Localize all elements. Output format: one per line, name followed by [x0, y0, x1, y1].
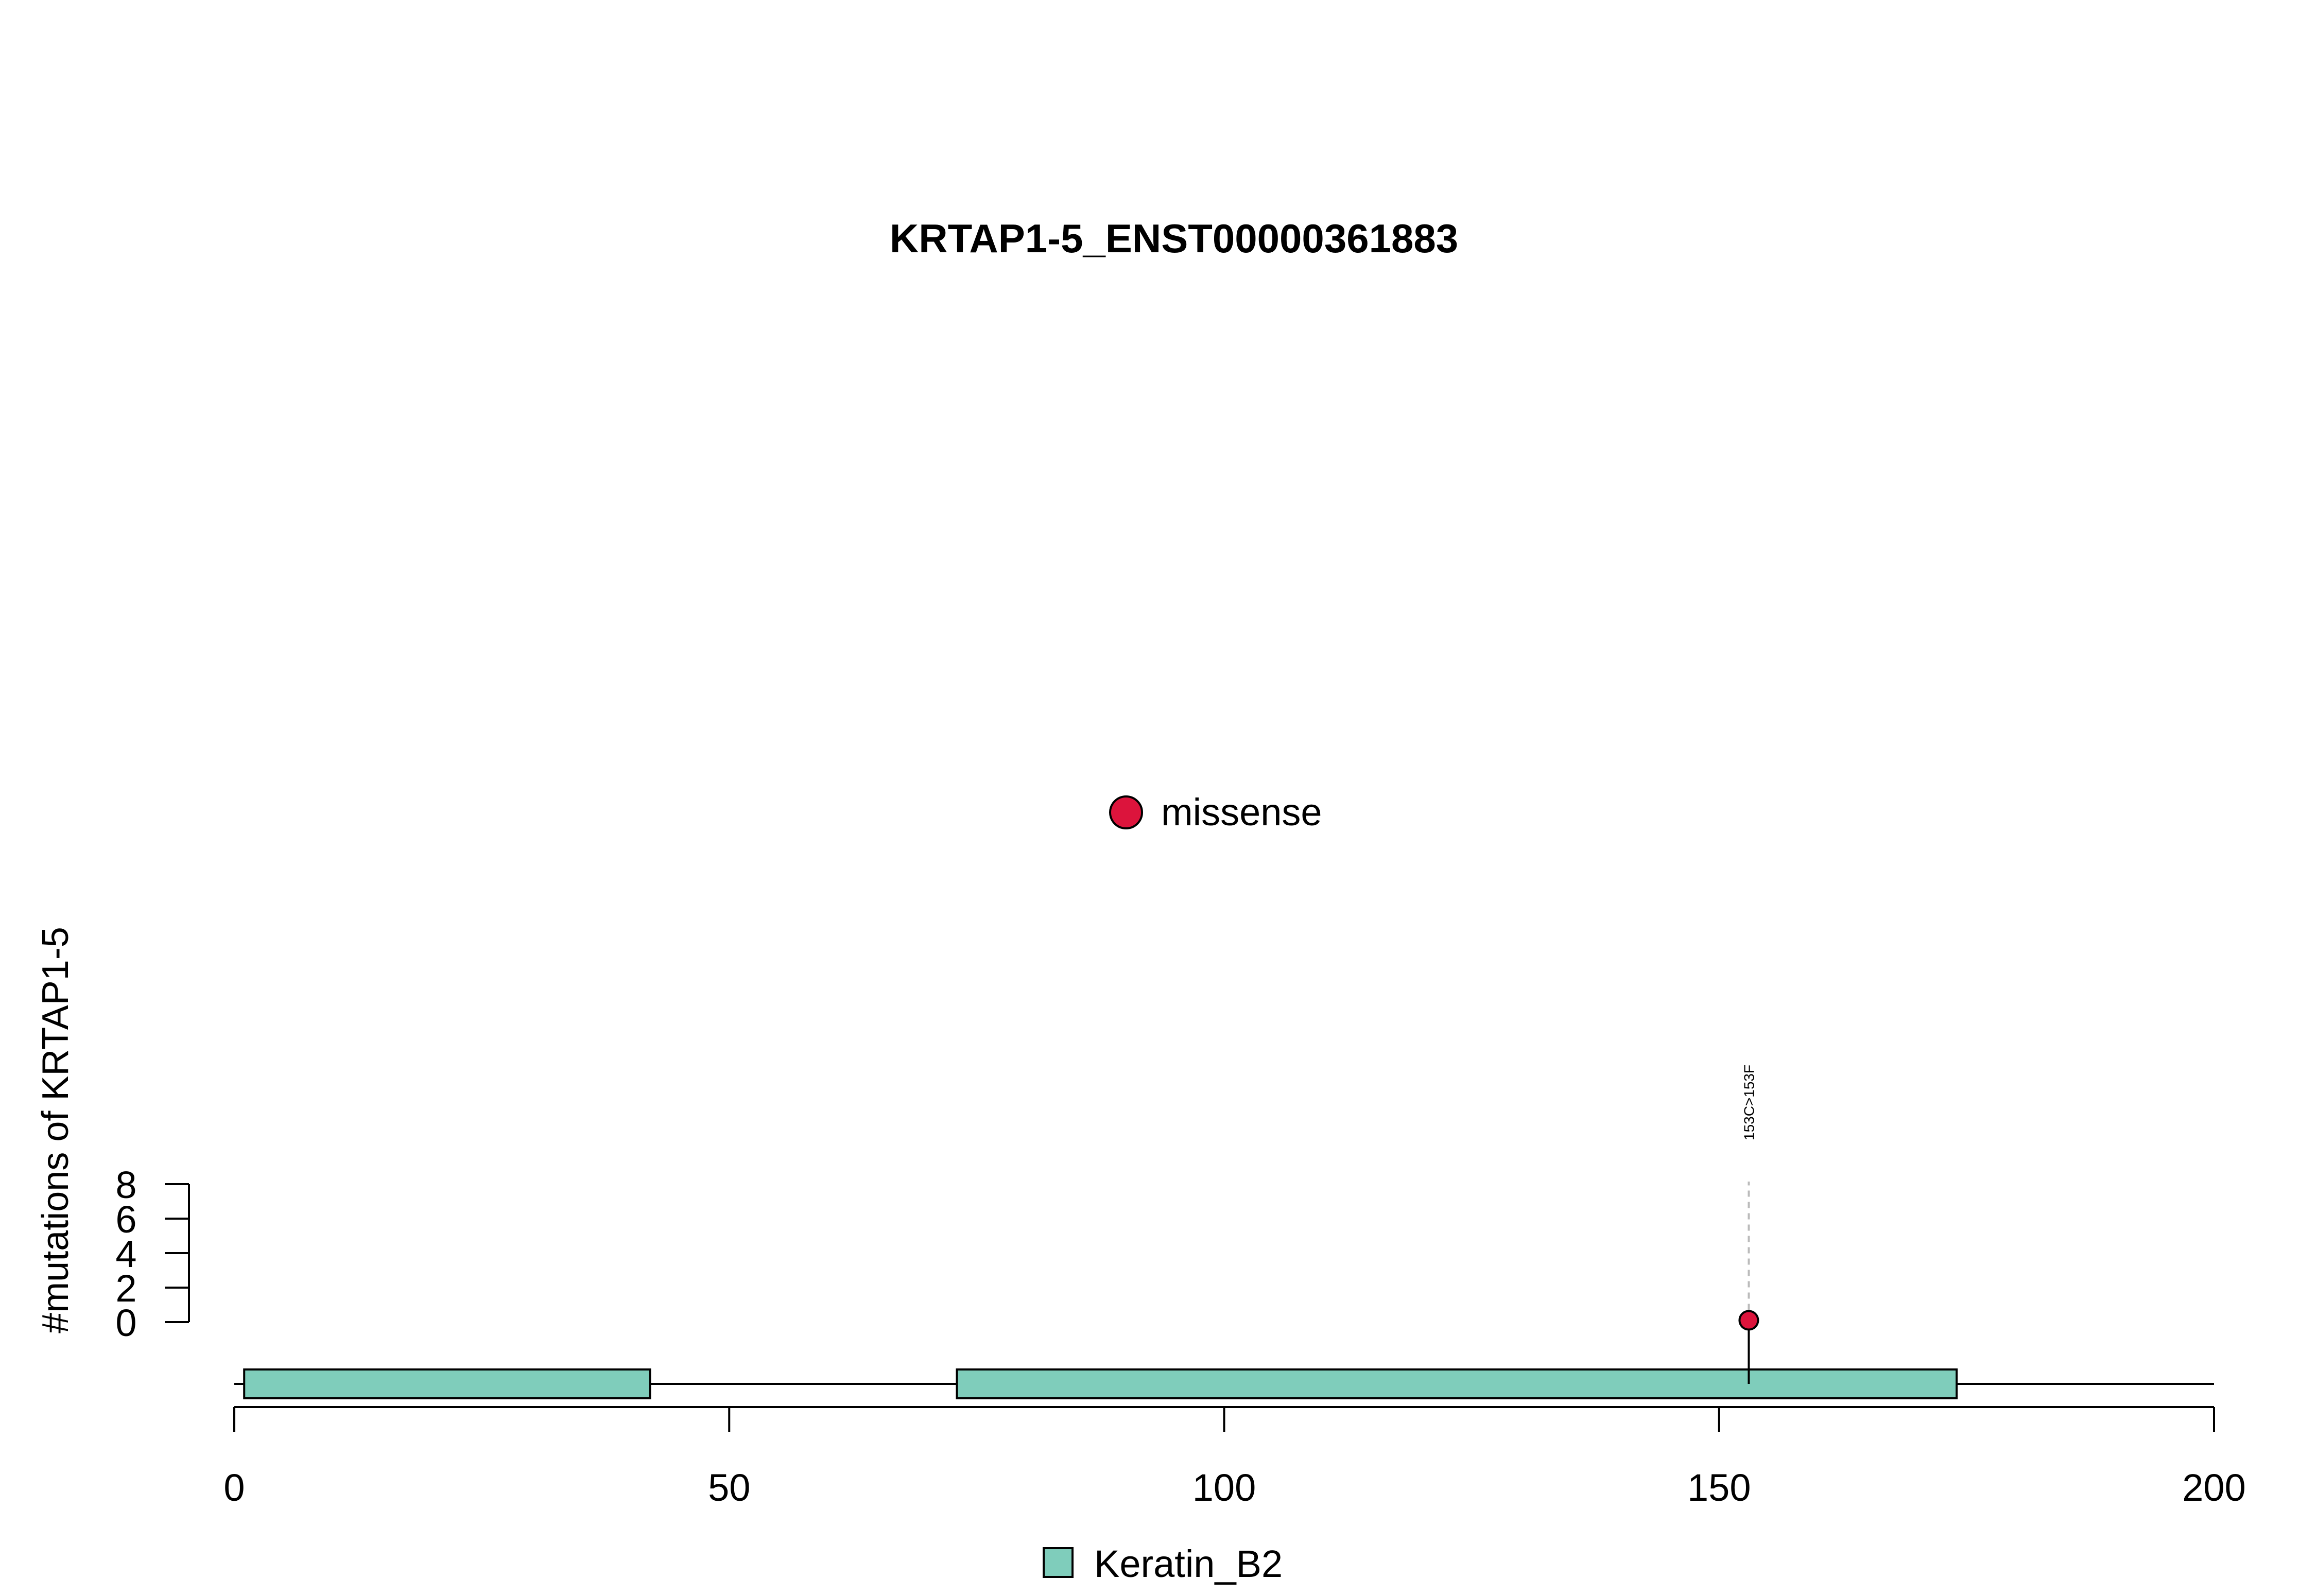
chart-title: KRTAP1-5_ENST00000361883 — [890, 216, 1458, 261]
x-tick-label: 0 — [223, 1466, 245, 1509]
x-tick-label: 100 — [1192, 1466, 1256, 1509]
legend-symbol-undefined — [1109, 795, 1143, 829]
y-tick-label: 0 — [115, 1302, 136, 1344]
y-tick-label: 2 — [115, 1267, 136, 1310]
y-tick-label: 8 — [115, 1164, 136, 1206]
legend-label: missense — [1161, 791, 1322, 834]
y-axis-label: #mutations of KRTAP1-5 — [35, 927, 76, 1333]
x-tick-label: 50 — [708, 1466, 750, 1509]
y-tick-label: 4 — [115, 1233, 136, 1275]
domain-legend: Keratin_B2 — [1043, 1542, 1283, 1585]
mutation-legend: missense — [1109, 791, 1322, 834]
domain-box — [956, 1368, 1958, 1399]
domain-layer — [243, 1368, 1958, 1399]
domain-box — [243, 1368, 651, 1399]
mutation-label: 153C>153F — [1741, 1065, 1757, 1140]
domain-legend-swatch — [1043, 1547, 1074, 1578]
domain-legend-label: Keratin_B2 — [1094, 1542, 1283, 1585]
y-tick-label: 6 — [115, 1198, 136, 1241]
x-axis: 0 50 100 150 200 — [223, 1406, 2246, 1509]
x-tick-label: 150 — [1687, 1466, 1751, 1509]
x-tick-label: 200 — [2182, 1466, 2245, 1509]
lollipop-head — [1738, 1310, 1759, 1331]
lollipop-layer: 153C>153F — [1738, 1065, 1759, 1384]
